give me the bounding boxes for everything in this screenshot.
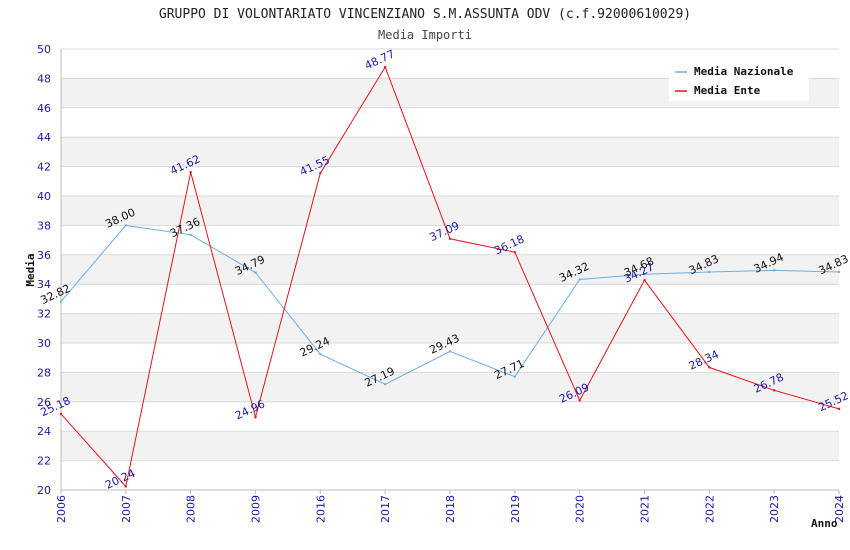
legend-label-media-ente: Media Ente <box>694 84 761 97</box>
x-tick-label: 2022 <box>703 495 716 523</box>
grid-band <box>61 196 839 226</box>
data-label: 36.18 <box>492 232 526 257</box>
y-tick-label: 22 <box>37 455 51 468</box>
x-tick-label: 2006 <box>55 495 68 523</box>
x-tick-label: 2009 <box>250 495 263 523</box>
y-tick-label: 44 <box>37 131 51 144</box>
x-tick-label: 2023 <box>768 495 781 523</box>
y-axis-label: Media <box>24 253 37 286</box>
data-point <box>383 383 387 386</box>
data-point <box>772 269 776 272</box>
data-point <box>124 485 128 488</box>
y-tick-labels: 20 22 24 26 28 30 32 34 36 38 40 42 44 46 48 50 <box>37 43 51 497</box>
data-point <box>513 250 517 254</box>
grid-band <box>61 137 839 167</box>
data-point <box>837 270 841 274</box>
data-point <box>578 399 581 402</box>
axes <box>60 49 840 494</box>
data-point <box>708 366 711 369</box>
x-axis-label: Anno <box>811 517 838 530</box>
data-label: 20.24 <box>103 467 137 492</box>
data-point <box>448 350 452 353</box>
data-point <box>254 415 257 419</box>
data-point <box>383 65 387 69</box>
x-tick-label: 2008 <box>185 495 198 523</box>
y-tick-label: 30 <box>37 337 51 350</box>
legend-label-media-nazionale: Media Nazionale <box>694 65 794 78</box>
grid-band <box>61 313 839 343</box>
y-tick-label: 42 <box>37 161 51 174</box>
data-point <box>319 172 322 175</box>
data-point <box>254 271 257 274</box>
grid-band <box>61 431 839 461</box>
legend: Media Nazionale Media Ente <box>669 59 809 101</box>
y-tick-label: 48 <box>37 72 51 85</box>
data-point <box>124 224 128 227</box>
x-tick-label: 2021 <box>639 495 652 523</box>
data-point <box>578 278 581 281</box>
data-point <box>59 412 63 416</box>
y-tick-label: 26 <box>37 396 51 409</box>
data-label: 28.34 <box>687 348 721 373</box>
data-point <box>189 233 192 237</box>
chart-subtitle: Media Importi <box>378 28 472 42</box>
data-point <box>319 352 322 356</box>
y-tick-label: 20 <box>37 484 51 497</box>
x-tick-label: 2017 <box>379 495 392 523</box>
data-point <box>189 170 192 174</box>
legend-box <box>669 59 809 101</box>
grid-band <box>61 254 839 285</box>
x-tick-label: 2019 <box>509 495 522 523</box>
y-tick-label: 28 <box>37 366 51 379</box>
data-point <box>837 407 841 411</box>
data-point <box>59 300 63 303</box>
grid-bands <box>61 78 839 461</box>
data-label: 48.77 <box>363 47 397 72</box>
data-point <box>708 270 711 274</box>
x-tick-label: 2007 <box>120 495 133 523</box>
data-point <box>643 279 646 282</box>
y-tick-label: 40 <box>37 190 51 203</box>
y-tick-label: 24 <box>37 425 51 438</box>
y-tick-label: 46 <box>37 102 51 115</box>
chart-title: GRUPPO DI VOLONTARIATO VINCENZIANO S.M.A… <box>159 7 691 22</box>
y-tick-label: 38 <box>37 219 51 232</box>
series-line-media-nazionale <box>60 224 840 385</box>
y-tick-label: 32 <box>37 308 51 321</box>
data-point <box>448 237 452 240</box>
x-tick-labels: 2006 2007 2008 2009 2016 2017 2018 2019 2020 2021… <box>55 495 846 523</box>
y-tick-label: 50 <box>37 43 51 56</box>
y-tick-label: 36 <box>37 249 51 262</box>
x-tick-label: 2018 <box>444 495 457 523</box>
x-tick-label: 2020 <box>574 495 587 523</box>
data-point <box>643 273 646 276</box>
data-point <box>772 389 776 392</box>
series-lines <box>59 65 841 488</box>
x-tick-label: 2016 <box>314 495 327 523</box>
y-tick-label: 34 <box>37 278 51 291</box>
x-tick-label: 2024 <box>833 495 846 523</box>
grid-band <box>61 372 839 402</box>
data-point <box>513 375 517 378</box>
